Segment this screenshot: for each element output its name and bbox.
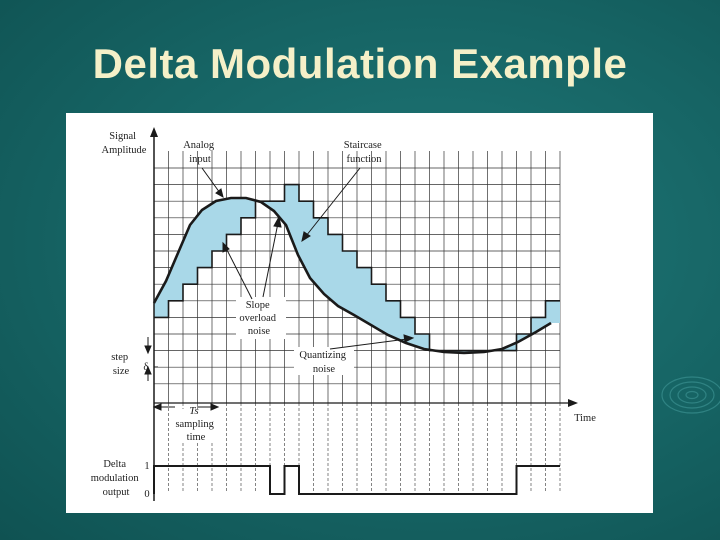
- noise-region: [284, 184, 299, 257]
- noise-region: [313, 217, 328, 298]
- staircase-label: Staircase function: [344, 140, 385, 165]
- signal-amplitude-label: Signal Amplitude: [102, 131, 147, 156]
- step-size-label: step size: [111, 352, 131, 377]
- noise-region: [183, 215, 198, 285]
- analog-input-label: Analog input: [183, 140, 217, 165]
- noise-region: [241, 198, 256, 218]
- noise-region: [226, 198, 241, 235]
- delta-symbol: δ: [143, 361, 148, 373]
- noise-region: [342, 251, 357, 317]
- slope-label-bg: [236, 297, 286, 339]
- sampling-time-label: sampling time: [175, 419, 216, 443]
- slope-overload-label: Slope overload noise: [239, 300, 278, 337]
- annotation-arrows: [144, 167, 415, 411]
- time-axis-arrow: [568, 399, 578, 407]
- level-one-label: 1: [144, 461, 149, 472]
- delta-modulation-output-label: Delta modulation output: [91, 459, 141, 498]
- delta-output-waveform: [153, 465, 560, 495]
- swirl-decoration: [661, 376, 720, 414]
- noise-region: [255, 200, 270, 209]
- diagram-canvas: Signal Amplitude Analog input Staircase …: [91, 127, 596, 501]
- noise-region: [371, 284, 386, 334]
- analog-input-curve: [152, 196, 552, 355]
- noise-region: [531, 317, 546, 335]
- noise-regions: [154, 184, 560, 353]
- quantizing-noise-label: Quantizing noise: [299, 350, 348, 375]
- quantizing-label-bg: [294, 347, 354, 375]
- noise-region: [328, 234, 343, 309]
- noise-region: [386, 300, 401, 341]
- level-zero-label: 0: [144, 489, 149, 500]
- sampling-label-bg: [170, 409, 222, 441]
- noise-region: [197, 203, 212, 268]
- noise-region: [545, 300, 560, 327]
- delta-output-path: [153, 465, 560, 495]
- slide-title: Delta Modulation Example: [92, 40, 628, 87]
- delta-modulation-figure: Signal Amplitude Analog input Staircase …: [66, 113, 653, 513]
- ts-symbol: Ts: [189, 405, 198, 417]
- noise-region: [212, 198, 227, 251]
- noise-region: [168, 241, 183, 301]
- noise-region: [357, 267, 372, 326]
- y-axis-arrow: [150, 127, 158, 137]
- time-label: Time: [574, 413, 596, 424]
